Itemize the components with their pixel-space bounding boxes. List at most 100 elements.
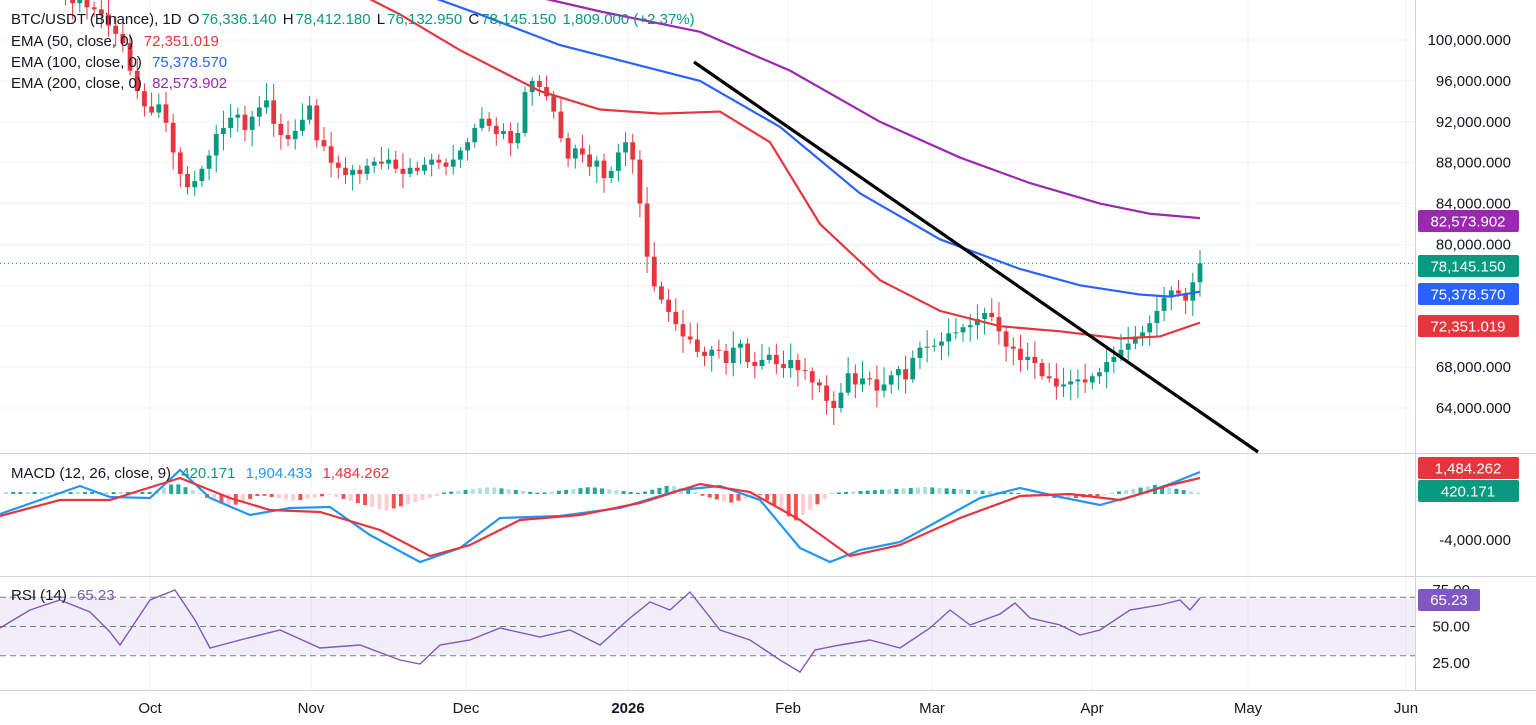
candle-up	[386, 148, 391, 170]
macd-bar	[757, 494, 762, 496]
candle-down	[142, 83, 147, 117]
rsi-tag-bg	[1418, 589, 1480, 611]
candle-down	[170, 113, 176, 170]
candle-down	[666, 288, 672, 322]
candle-up	[709, 345, 715, 372]
price-axis-label: 64,000.000	[1436, 400, 1511, 417]
candle-down	[278, 114, 284, 150]
candle-down	[314, 99, 320, 148]
macd-bar	[887, 489, 892, 494]
candle-body	[321, 140, 327, 147]
close-label: C	[468, 11, 480, 28]
candle-body	[860, 378, 865, 385]
candle-down	[98, 0, 104, 29]
candle-down	[84, 0, 90, 20]
candle-up	[1075, 369, 1081, 399]
macd-bar	[836, 492, 841, 494]
high-value: 78,412.180	[295, 11, 371, 28]
candle-body	[831, 400, 837, 408]
candle-down	[1082, 363, 1088, 393]
candle-down	[127, 33, 133, 76]
candle-down	[393, 150, 399, 174]
macd-bar	[600, 488, 604, 494]
macd-bar	[542, 492, 547, 494]
candle-body	[615, 152, 621, 171]
candle-body	[773, 354, 779, 365]
macd-bar	[786, 494, 791, 517]
candle-up	[1089, 373, 1095, 390]
macd-bar	[370, 494, 375, 508]
candle-down	[723, 343, 729, 375]
macd-bar	[499, 488, 504, 494]
macd-legend[interactable]: MACD (12, 26, close, 9) 420.171 1,904.43…	[11, 463, 391, 484]
macd-bar	[980, 490, 985, 494]
candle-up	[221, 110, 226, 151]
price-axis-label: 92,000.000	[1436, 114, 1511, 131]
candle-down	[565, 132, 571, 168]
candle-body	[479, 118, 485, 128]
macd-bar	[650, 489, 655, 494]
candle-body	[896, 369, 901, 376]
candle-body	[939, 341, 944, 346]
macd-bar	[169, 484, 174, 494]
macd-bar	[262, 494, 267, 496]
price-tag: 82,573.902	[1418, 210, 1519, 232]
candle-body	[264, 100, 269, 108]
macd-bar	[736, 494, 741, 501]
macd-bar	[183, 487, 188, 494]
time-axis-label: Dec	[453, 700, 480, 717]
candle-body	[149, 106, 155, 113]
candle-body	[946, 333, 952, 342]
candle-up	[450, 144, 456, 175]
ema50-legend[interactable]: EMA (50, close, 0) 72,351.019	[11, 31, 221, 52]
candle-up	[1161, 286, 1167, 322]
macd-bar	[1109, 492, 1114, 494]
candle-down	[702, 346, 707, 367]
candle-up	[256, 96, 262, 127]
candle-up	[838, 382, 844, 413]
candle-body	[623, 142, 628, 153]
candle-down	[716, 339, 722, 359]
rsi-label: RSI (14)	[11, 587, 67, 604]
macd-bar	[398, 494, 403, 507]
ema200-line	[545, 0, 1201, 220]
candle-body	[429, 159, 435, 165]
candle-body	[874, 379, 880, 391]
candle-down	[1046, 362, 1052, 383]
macd-bar	[664, 485, 669, 494]
candle-up	[407, 157, 413, 178]
macd-bar	[772, 494, 777, 506]
ema100-legend[interactable]: EMA (100, close, 0) 75,378.570	[11, 52, 229, 73]
candle-body	[357, 169, 363, 174]
candle-up	[292, 119, 298, 150]
candle-down	[558, 98, 564, 143]
candle-up	[974, 304, 980, 340]
candle-body	[1147, 323, 1153, 333]
close-value: 78,145.150	[481, 11, 557, 28]
macd-bar	[901, 488, 906, 494]
macd-signal-line	[0, 476, 1201, 558]
candle-body	[953, 332, 959, 334]
candle-down	[651, 241, 657, 292]
candle-body	[1075, 379, 1081, 382]
macd-bar	[549, 491, 554, 494]
candle-body	[292, 130, 298, 140]
macd-bar	[743, 494, 748, 499]
ema200-legend[interactable]: EMA (200, close, 0) 82,573.902	[11, 73, 229, 94]
time-axis-label: 2026	[611, 700, 644, 717]
rsi-line	[0, 589, 1201, 673]
candle-up	[1140, 325, 1145, 346]
macd-tag-text: 1,484.262	[1435, 461, 1502, 478]
macd-bar	[1124, 490, 1129, 494]
candle-down	[91, 1, 97, 18]
symbol-label[interactable]: BTC/USDT (Binance), 1D	[11, 11, 182, 28]
candle-body	[515, 133, 521, 144]
candle-down	[242, 105, 248, 142]
macd-bar	[327, 494, 332, 496]
macd-bar	[1196, 492, 1200, 494]
candle-up	[465, 137, 470, 161]
candle-body	[256, 107, 262, 117]
rsi-legend[interactable]: RSI (14) 65.23	[11, 585, 117, 606]
macd-bar	[643, 491, 648, 494]
